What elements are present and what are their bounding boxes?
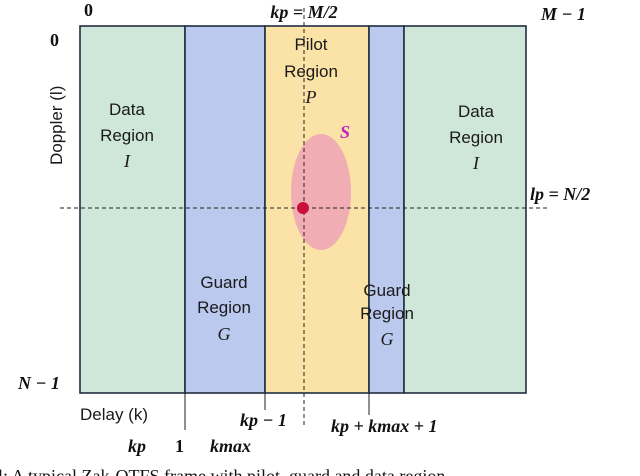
corner-top-right: M − 1 <box>540 4 586 24</box>
data-left-line1: Data <box>109 100 145 119</box>
spread-symbol: S <box>340 122 350 142</box>
kp-plus-kmax-plus-1-label: kp + kmax + 1 <box>331 416 438 436</box>
data-region-right <box>403 25 527 394</box>
pilot-dot <box>297 202 309 214</box>
kp-bottom-label: kp <box>128 436 146 456</box>
guard-region-right <box>368 25 405 394</box>
kp-minus-1-label: kp − 1 <box>240 410 287 430</box>
doppler-axis-label: Doppler (l) <box>47 86 66 165</box>
pilot-line2: Region <box>284 62 338 81</box>
spread-region <box>291 134 351 250</box>
corner-top-left: 0 <box>84 0 93 20</box>
guard-left-symbol: G <box>218 324 231 344</box>
guard-left-line1: Guard <box>200 273 247 292</box>
pilot-line1: Pilot <box>294 35 327 54</box>
lp-label: lp = N/2 <box>530 184 590 204</box>
kp-top-label: kp = M/2 <box>270 2 337 22</box>
figure-caption: l: A typical Zak-OTFS frame with pilot, … <box>0 466 445 476</box>
one-bottom-label: 1 <box>175 436 184 456</box>
corner-bottom-left: N − 1 <box>17 373 60 393</box>
guard-right-symbol: G <box>381 329 394 349</box>
guard-right-line2: Region <box>360 304 414 323</box>
data-right-line1: Data <box>458 102 494 121</box>
data-region-left <box>79 25 186 394</box>
delay-axis-label: Delay (k) <box>80 405 148 424</box>
kmax-bottom-label: kmax <box>210 436 251 456</box>
guard-right-line1: Guard <box>363 281 410 300</box>
guard-region-left <box>184 25 266 394</box>
guard-left-line2: Region <box>197 298 251 317</box>
corner-left-top: 0 <box>50 30 59 50</box>
data-right-symbol: I <box>472 153 480 173</box>
pilot-symbol: P <box>305 87 317 107</box>
data-left-symbol: I <box>123 151 131 171</box>
data-right-line2: Region <box>449 128 503 147</box>
data-left-line2: Region <box>100 126 154 145</box>
